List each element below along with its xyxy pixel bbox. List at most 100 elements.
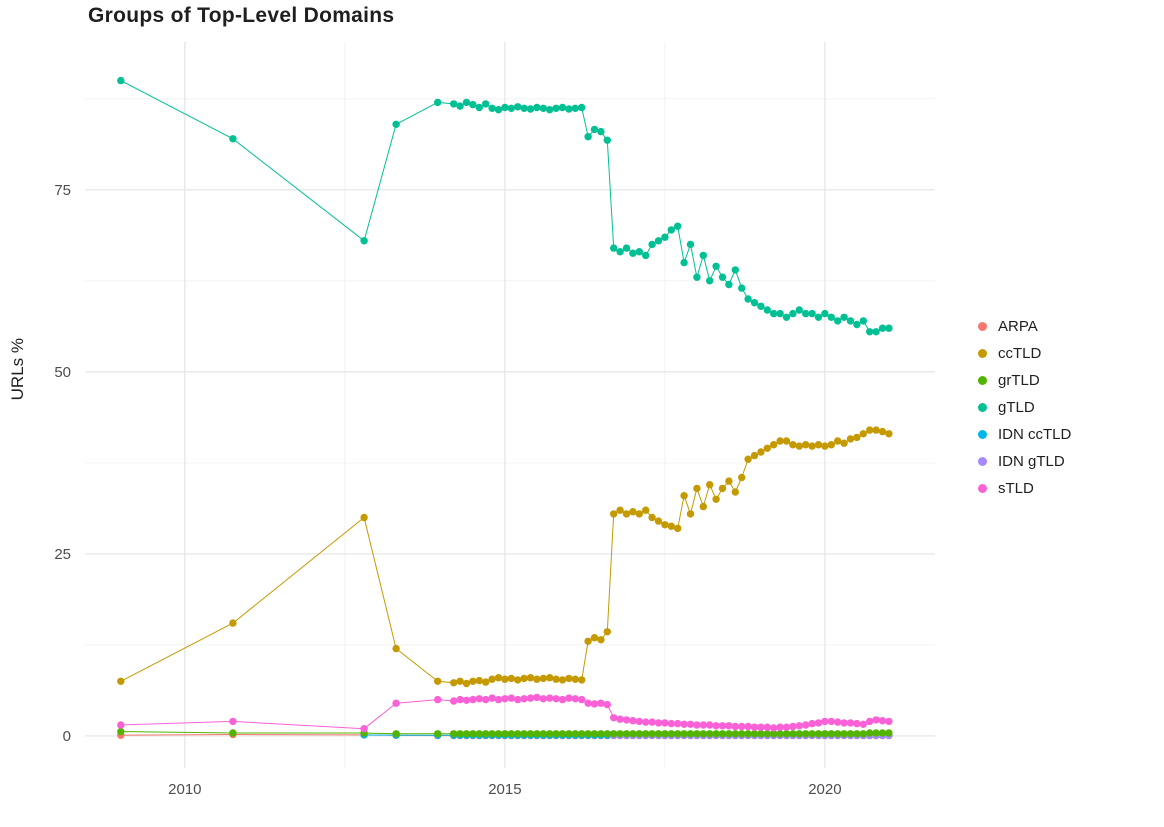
data-point	[533, 730, 541, 738]
legend-label: sTLD	[998, 479, 1034, 497]
data-point	[578, 103, 586, 112]
data-point	[552, 675, 560, 683]
data-point	[872, 716, 880, 724]
data-point	[552, 730, 560, 738]
data-point	[565, 674, 573, 683]
data-point	[526, 674, 535, 682]
data-point	[706, 721, 714, 729]
data-point	[718, 273, 727, 281]
data-point	[802, 309, 810, 318]
data-point	[725, 722, 733, 730]
data-point	[885, 717, 893, 726]
data-point	[776, 309, 784, 318]
data-point	[757, 448, 765, 456]
data-point	[834, 437, 842, 445]
data-point	[494, 674, 503, 682]
data-point	[763, 730, 771, 738]
x-tick-label: 2020	[808, 781, 841, 798]
data-point	[821, 309, 829, 318]
legend-item-sTLD: sTLD	[978, 479, 1071, 497]
data-point	[648, 240, 656, 249]
data-point	[661, 521, 669, 529]
data-point	[802, 441, 810, 449]
data-point	[712, 730, 720, 738]
data-point	[674, 222, 682, 230]
data-point	[834, 730, 842, 738]
data-point	[648, 730, 656, 738]
data-point	[635, 248, 643, 256]
data-point	[539, 695, 547, 703]
legend-label: grTLD	[998, 371, 1040, 389]
data-point	[629, 717, 637, 725]
data-point	[514, 730, 522, 738]
data-point	[584, 637, 592, 645]
series-ccTLD	[117, 426, 893, 688]
data-point	[686, 730, 695, 738]
data-point	[597, 636, 605, 644]
data-point	[686, 510, 695, 518]
data-point	[814, 719, 823, 727]
data-point	[488, 694, 496, 702]
data-point	[654, 730, 663, 738]
data-point	[795, 306, 803, 314]
data-point	[866, 328, 874, 336]
data-point	[482, 100, 490, 108]
data-point	[770, 309, 778, 318]
data-point	[597, 699, 605, 707]
data-point	[795, 730, 803, 738]
data-point	[450, 697, 458, 705]
data-point	[629, 508, 637, 516]
data-point	[565, 730, 573, 738]
data-point	[514, 695, 522, 704]
data-point	[434, 677, 442, 685]
y-tick-label: 0	[63, 728, 71, 745]
legend-label: ccTLD	[998, 344, 1042, 362]
legend-item-ccTLD: ccTLD	[978, 344, 1071, 362]
data-point	[501, 103, 509, 112]
data-point	[533, 693, 541, 702]
legend-dot-icon	[978, 348, 987, 358]
legend-dot-icon	[978, 456, 987, 466]
data-point	[859, 730, 867, 738]
data-point	[770, 441, 778, 449]
data-point	[565, 105, 573, 113]
data-point	[776, 723, 784, 731]
data-point	[782, 730, 791, 738]
legend-dot-icon	[978, 402, 987, 412]
data-point	[584, 699, 592, 707]
data-point	[526, 105, 535, 113]
data-point	[859, 720, 867, 728]
data-point	[571, 675, 579, 683]
data-point	[795, 722, 803, 730]
data-point	[488, 675, 496, 683]
data-point	[526, 694, 535, 702]
data-point	[482, 678, 490, 686]
data-point	[680, 492, 688, 500]
data-point	[616, 730, 624, 738]
data-point	[501, 730, 509, 738]
data-point	[821, 442, 829, 450]
data-point	[699, 730, 707, 738]
data-point	[434, 98, 442, 107]
data-point	[469, 695, 477, 704]
legend-dot-icon	[978, 321, 987, 331]
data-point	[520, 104, 528, 113]
y-tick-label: 50	[54, 364, 71, 381]
data-point	[853, 719, 861, 728]
data-point	[885, 430, 893, 438]
data-point	[469, 677, 477, 685]
data-point	[731, 722, 739, 731]
data-point	[475, 676, 483, 685]
data-point	[680, 720, 688, 728]
data-point	[507, 674, 515, 683]
data-point	[846, 435, 855, 443]
data-point	[693, 721, 701, 729]
data-point	[488, 730, 496, 738]
data-point	[789, 441, 797, 449]
data-point	[866, 426, 874, 434]
data-point	[814, 313, 823, 321]
data-point	[565, 694, 573, 702]
data-point	[814, 441, 823, 449]
data-point	[635, 730, 643, 738]
data-point	[360, 725, 368, 733]
